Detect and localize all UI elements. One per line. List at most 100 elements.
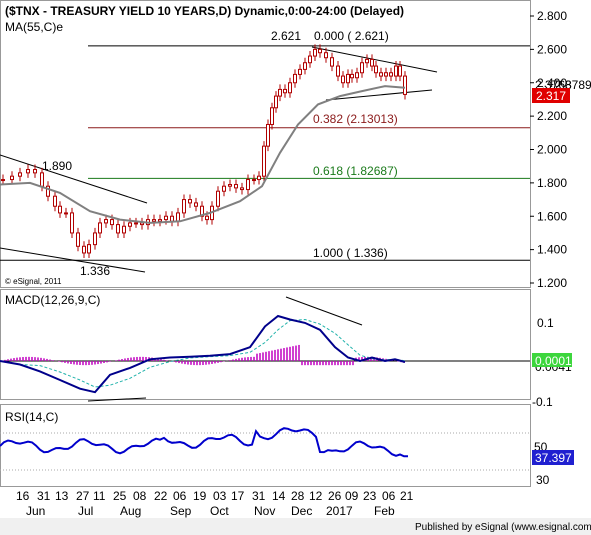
price-axis: 2.800 2.600 2.400 2.200 2.000 1.800 1.600 1.400…: [530, 9, 567, 290]
trend-line: [325, 89, 433, 101]
candle-body: [379, 72, 383, 77]
ma-line: [0, 85, 406, 224]
prior-high-label: 1.890: [42, 159, 72, 173]
rsi-panel: [0, 404, 531, 487]
x-month-label: 2017: [326, 504, 353, 518]
fibonacci-levels: [0, 45, 530, 261]
candle-body: [164, 215, 168, 221]
x-day-label: 03: [213, 489, 227, 503]
trend-line: [0, 247, 146, 273]
candle-body: [278, 88, 282, 97]
candle-body: [303, 62, 307, 70]
fib-0-label: 0.000 ( 2.621): [314, 29, 389, 43]
candle-body: [330, 57, 334, 67]
candle-body: [1, 179, 5, 182]
candle-body: [10, 175, 14, 181]
macd-line: [0, 314, 406, 394]
x-day-label: 06: [173, 489, 187, 503]
candle-body: [313, 48, 317, 57]
rsi-value-box: [532, 450, 574, 465]
x-month-label: Oct: [210, 504, 229, 518]
candle-body: [18, 172, 22, 177]
x-day-label: 22: [154, 489, 168, 503]
candle-body: [274, 95, 278, 109]
candle-body: [176, 212, 180, 222]
rsi-title: RSI(14,C): [5, 410, 58, 424]
candle-body: [200, 205, 204, 217]
price-tick-label: 2.600: [537, 42, 567, 56]
candle-body: [26, 169, 30, 174]
price-tick-label: 1.800: [537, 176, 567, 190]
candle-body: [70, 212, 74, 234]
candle-body: [270, 107, 274, 125]
x-day-label: 16: [16, 489, 30, 503]
x-day-label: 31: [37, 489, 51, 503]
candle-body: [58, 205, 62, 214]
x-day-label: 14: [272, 489, 286, 503]
axis-panel: [531, 0, 591, 487]
price-tick-label: 1.200: [537, 276, 567, 290]
macd-tick-0.1: 0.1: [537, 316, 554, 330]
candle-body: [194, 202, 198, 207]
candle-body: [122, 225, 126, 234]
candle-body: [398, 65, 402, 77]
x-day-label: 17: [231, 489, 245, 503]
candle-body: [188, 199, 192, 204]
price-tick-label: 1.400: [537, 243, 567, 257]
candle-body: [87, 244, 91, 254]
candle-body: [33, 169, 37, 174]
x-month-label: Aug: [120, 504, 141, 518]
candle-body: [266, 123, 270, 147]
candle-body: [257, 175, 261, 181]
candle-body: [134, 222, 138, 225]
x-day-label: 06: [382, 489, 396, 503]
x-axis: 16 31 13 27 11 25 08 22 06 19 03 17 31 14 28 12 26 09 23 06…: [16, 489, 414, 518]
trend-line: [0, 154, 148, 204]
candle-body: [283, 88, 287, 94]
rsi-tick-30: 30: [536, 473, 550, 487]
price-tick-label: 2.000: [537, 143, 567, 157]
candle-body: [64, 212, 68, 215]
candle-body: [46, 185, 50, 197]
price-tick-label: 1.600: [537, 209, 567, 223]
candle-body: [116, 224, 120, 234]
candle-body: [403, 75, 407, 95]
candle-body: [324, 52, 328, 59]
candle-body: [140, 222, 144, 226]
x-day-label: 08: [133, 489, 147, 503]
candle-body: [104, 219, 108, 224]
x-day-label: 09: [345, 489, 359, 503]
macd-panel: [0, 289, 531, 400]
candle-body: [228, 184, 232, 187]
price-tick-label: 2.400: [537, 76, 567, 90]
watermark: © eSignal, 2011: [5, 277, 62, 286]
x-day-label: 23: [363, 489, 377, 503]
candle-body: [76, 232, 80, 247]
x-day-label: 13: [55, 489, 69, 503]
rsi-value: 37.397: [535, 451, 572, 465]
high-label: 2.621: [271, 29, 301, 43]
footer-bar: [0, 518, 591, 535]
candle-body: [182, 199, 186, 214]
x-day-label: 25: [113, 489, 127, 503]
x-day-label: 19: [193, 489, 207, 503]
candle-body: [365, 58, 369, 64]
chart-title: ($TNX - TREASURY YIELD 10 YEARS,D) Dynam…: [5, 4, 404, 18]
candle-body: [246, 179, 250, 191]
x-day-label: 21: [400, 489, 414, 503]
macd-trend-line: [87, 397, 147, 402]
candle-body: [308, 55, 312, 64]
macd-value-box: [532, 353, 572, 367]
x-day-label: 12: [309, 489, 323, 503]
ma-label: MA(55,C)e: [5, 20, 63, 34]
candle-body: [288, 82, 292, 94]
x-month-label: Feb: [374, 504, 395, 518]
candle-body: [384, 72, 388, 77]
candle-body: [341, 75, 345, 84]
x-month-label: Dec: [291, 504, 312, 518]
x-day-label: 31: [252, 489, 266, 503]
candle-body: [394, 65, 398, 77]
trend-line: [311, 46, 438, 73]
x-month-label: Sep: [170, 504, 192, 518]
